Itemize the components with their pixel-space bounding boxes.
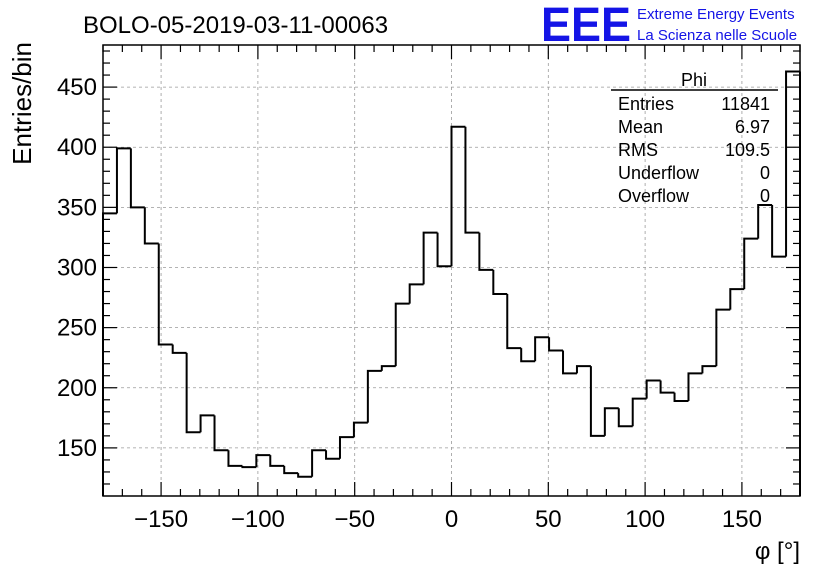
- histogram-bin: [450, 125, 466, 267]
- histogram-bin: [143, 207, 159, 245]
- histogram-bin: [325, 450, 340, 460]
- x-tick-label: 0: [445, 506, 458, 533]
- x-axis-label: φ [°]: [755, 538, 800, 565]
- chart-title: BOLO-05-2019-03-11-00063: [83, 12, 388, 39]
- histogram-series: [102, 70, 801, 496]
- histogram-bin: [157, 243, 173, 346]
- histogram-bin: [255, 454, 271, 468]
- x-axis-ticks: −150 −100 −50 0 50 100 150: [102, 45, 801, 533]
- histogram-bin: [115, 147, 131, 214]
- grid-lines: [103, 45, 800, 496]
- histogram-bin: [562, 350, 577, 375]
- x-tick-label: 100: [625, 506, 665, 533]
- x-tick-label: −150: [134, 506, 188, 533]
- logo-line-2: La Scienza nelle Scuole: [637, 27, 797, 44]
- histogram-bin: [617, 408, 633, 428]
- histogram-bin: [701, 365, 717, 374]
- histogram-bin: [687, 372, 703, 401]
- histogram-bin: [715, 308, 731, 367]
- histogram-bin: [534, 336, 550, 362]
- y-tick-label: 350: [57, 194, 97, 221]
- histogram-bin: [241, 465, 257, 469]
- stats-box: Phi Entries 11841 Mean 6.97 RMS 109.5 Underflo…: [611, 70, 778, 206]
- histogram-bin: [213, 415, 229, 452]
- y-tick-label: 250: [57, 315, 97, 342]
- stats-row-value: 109.5: [725, 140, 770, 160]
- histogram-bin: [659, 380, 675, 394]
- x-tick-label: 150: [722, 506, 762, 533]
- histogram-bin: [785, 70, 800, 257]
- histogram-bin: [506, 293, 522, 350]
- x-tick-label: −50: [334, 506, 375, 533]
- stats-row-label: RMS: [618, 140, 658, 160]
- histogram-bin: [408, 283, 424, 304]
- histogram-bin: [283, 465, 299, 475]
- histogram-bin: [673, 392, 689, 402]
- histogram-bin: [338, 436, 354, 459]
- y-tick-label: 300: [57, 254, 97, 281]
- stats-row-label: Underflow: [618, 163, 700, 183]
- histogram-bin: [575, 365, 591, 374]
- histogram-bin: [422, 231, 438, 285]
- stats-row-value: 11841: [721, 94, 770, 114]
- stats-row-value: 0: [760, 186, 770, 206]
- histogram-bin: [297, 473, 313, 478]
- histogram-bin: [129, 148, 145, 209]
- eee-logo: EEE: [541, 0, 631, 52]
- stats-row-value: 0: [760, 163, 770, 183]
- histogram-bin: [757, 203, 773, 239]
- y-tick-label: 400: [57, 134, 97, 161]
- histogram-bin: [631, 397, 647, 427]
- y-tick-label: 150: [57, 435, 97, 462]
- histogram-bin: [199, 414, 215, 433]
- y-tick-label: 450: [57, 74, 97, 101]
- histogram-bin: [603, 407, 619, 436]
- histogram-bin: [171, 344, 187, 354]
- y-axis-ticks: 150 200 250 300 350 400 450: [57, 50, 800, 485]
- histogram-bin: [394, 302, 410, 367]
- y-tick-label: 200: [57, 375, 97, 402]
- histogram-bin: [548, 337, 564, 352]
- logo-line-1: Extreme Energy Events: [637, 6, 795, 23]
- histogram-bin: [269, 455, 285, 467]
- histogram-bin: [492, 269, 508, 295]
- y-axis-label: Entries/bin: [7, 42, 37, 165]
- stats-row-label: Mean: [618, 117, 663, 137]
- histogram-bin: [366, 369, 382, 423]
- histogram-bin: [464, 126, 480, 234]
- histogram-bin: [311, 449, 327, 477]
- stats-row-value: 6.97: [735, 117, 770, 137]
- histogram-bin: [380, 365, 396, 371]
- x-tick-label: −100: [231, 506, 285, 533]
- stats-row-label: Overflow: [618, 186, 690, 206]
- histogram-bin: [520, 348, 536, 363]
- x-tick-label: 50: [535, 506, 562, 533]
- histogram-bin: [436, 232, 452, 268]
- histogram-bin: [729, 288, 745, 310]
- stats-row-label: Entries: [618, 94, 674, 114]
- histogram-bin: [227, 450, 243, 467]
- histogram-bin: [771, 204, 787, 258]
- stats-title: Phi: [681, 70, 707, 90]
- histogram-bin: [645, 379, 661, 399]
- histogram-bin: [352, 421, 368, 438]
- histogram-bin: [743, 237, 759, 290]
- histogram-bin: [589, 366, 605, 437]
- stats-rows: Entries 11841 Mean 6.97 RMS 109.5 Underflow 0 Ov…: [618, 94, 770, 206]
- histogram-bin: [478, 232, 494, 271]
- histogram-bin: [185, 352, 201, 434]
